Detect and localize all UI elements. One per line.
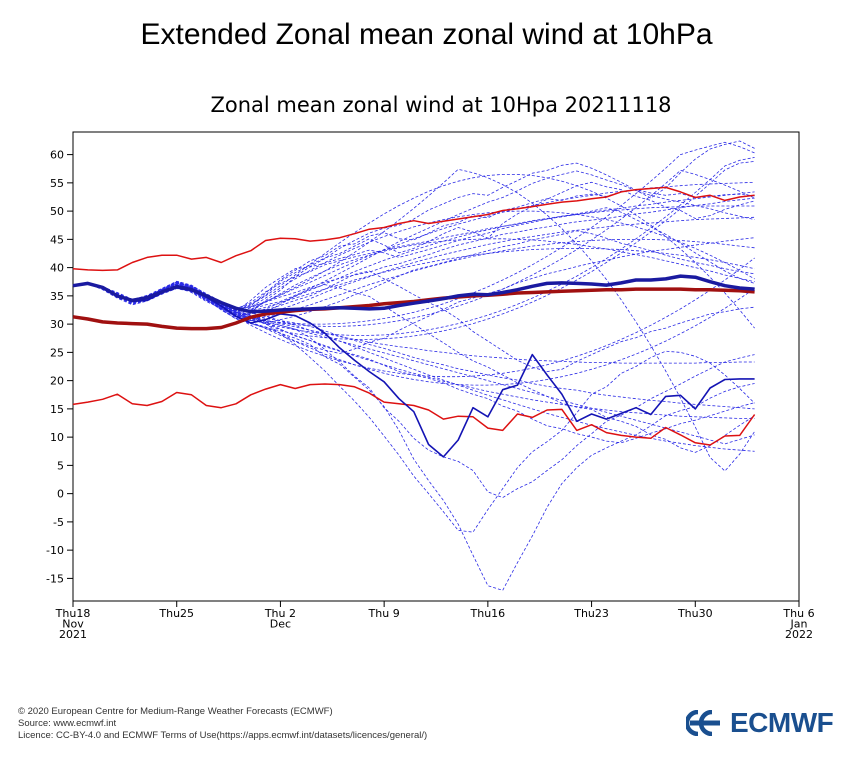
series-line-member-25 (72, 282, 755, 386)
y-tick-label: -10 (46, 544, 64, 557)
series-line-member-01 (72, 189, 755, 311)
y-tick-label: 50 (50, 205, 64, 218)
copyright-line: © 2020 European Centre for Medium-Range … (18, 706, 333, 717)
series-line-climatology-max (72, 186, 755, 272)
x-tick-label: 2021 (59, 628, 87, 641)
y-tick-label: -15 (46, 572, 64, 585)
ecmwf-logo-text: ECMWF (730, 707, 834, 738)
series-line-member-27 (72, 161, 755, 340)
series-line-member-12 (72, 230, 755, 324)
licence-line: Licence: CC-BY-4.0 and ECMWF Terms of Us… (18, 730, 428, 741)
series-line-member-34 (72, 257, 755, 378)
x-tick-label: Thu23 (573, 607, 609, 620)
x-tick-label: Thu18 (55, 607, 91, 620)
series-line-member-08 (72, 281, 755, 453)
series-line-member-09 (72, 170, 755, 313)
x-tick-label: Thu 2 (264, 607, 296, 620)
series-line-member-31 (72, 173, 755, 329)
ensemble-members (72, 140, 755, 591)
x-tick-label: Thu 6 (782, 607, 814, 620)
series-line-control-forecast (72, 282, 755, 458)
series-line-member-20 (72, 281, 755, 452)
series-line-member-35 (72, 168, 755, 472)
x-tick-label: Jan (790, 618, 808, 631)
y-tick-label: 30 (50, 318, 64, 331)
y-tick-label: 55 (50, 177, 64, 190)
y-tick-label: 0 (57, 488, 64, 501)
y-tick-label: 10 (50, 431, 64, 444)
y-tick-label: -5 (53, 516, 64, 529)
series-line-member-33 (72, 141, 755, 325)
ecmwf-logo: ECMWF (686, 706, 834, 740)
series-line-member-10 (72, 282, 755, 444)
x-tick-label: Thu16 (470, 607, 506, 620)
series-line-member-26 (72, 210, 755, 313)
y-tick-label: 5 (57, 459, 64, 472)
x-tick-label: Nov (62, 618, 84, 631)
chart-title: Zonal mean zonal wind at 10Hpa 20211118 (210, 93, 671, 117)
main-lines (72, 274, 755, 458)
x-tick-label: 2022 (785, 628, 813, 641)
series-line-member-05 (72, 140, 755, 319)
series-line-ensemble-mean (72, 274, 755, 314)
series-line-member-30 (72, 281, 755, 445)
y-tick-label: 25 (50, 346, 64, 359)
source-line: Source: www.ecmwf.int (18, 718, 117, 729)
page-title: Extended Zonal mean zonal wind at 10hPa (140, 18, 713, 51)
ecmwf-logo-mark-icon (686, 710, 720, 736)
x-tick-label: Dec (270, 618, 291, 631)
series-line-member-29 (72, 157, 755, 336)
series-line-member-14 (72, 197, 755, 310)
x-tick-label: Thu 9 (368, 607, 400, 620)
y-tick-label: 45 (50, 233, 64, 246)
y-tick-label: 15 (50, 403, 64, 416)
y-tick-label: 60 (50, 149, 64, 162)
y-tick-label: 20 (50, 375, 64, 388)
x-tick-label: Thu25 (158, 607, 194, 620)
x-tick-label: Thu30 (677, 607, 713, 620)
series-line-member-03 (72, 282, 755, 499)
wind-chart: Zonal mean zonal wind at 10Hpa 20211118 … (46, 93, 815, 641)
y-tick-label: 35 (50, 290, 64, 303)
series-line-member-22 (72, 282, 755, 419)
series-line-climatology-min (72, 383, 756, 446)
y-tick-label: 40 (50, 262, 64, 275)
copyright-footer: © 2020 European Centre for Medium-Range … (18, 706, 427, 742)
series-line-member-21 (72, 205, 755, 315)
climatology-lines (72, 186, 756, 446)
plot-frame (72, 131, 800, 602)
series-line-member-04 (72, 282, 755, 533)
